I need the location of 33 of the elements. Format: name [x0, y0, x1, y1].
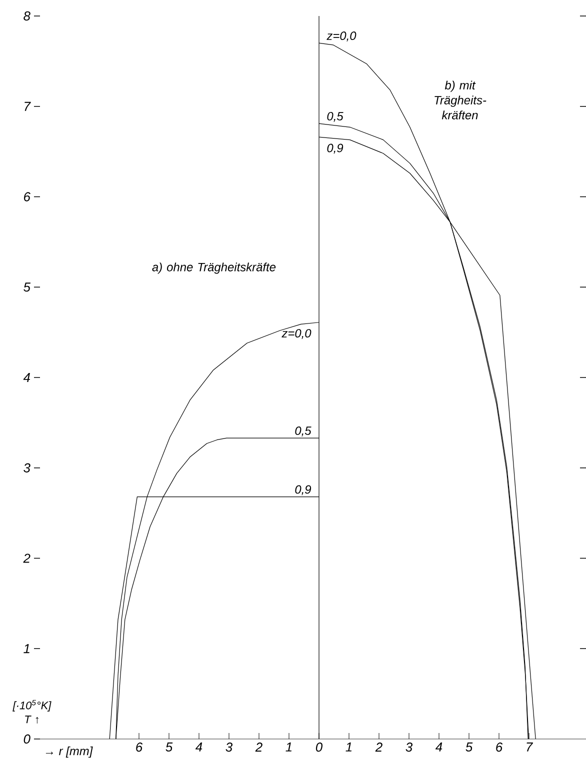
annotation: b) mit Trägheits-kräften — [434, 80, 486, 120]
y-tick-label: 6 — [24, 192, 30, 202]
y-tick-label: 2 — [23, 554, 30, 563]
series-label: 0,9 — [295, 485, 312, 496]
x-tick-label: 6 — [496, 742, 503, 752]
series-label: 0,9 — [327, 144, 344, 154]
x-tick-label: 2 — [375, 742, 382, 752]
series-label: 0,5 — [295, 426, 312, 436]
y-tick-label: 8 — [24, 11, 30, 21]
x-tick-label: 3 — [226, 742, 232, 752]
x-tick-label: 4 — [195, 742, 202, 752]
x-tick-label: 3 — [406, 742, 412, 752]
series-label: z=0,0 — [326, 32, 356, 42]
series-label: z=0,0 — [282, 329, 312, 339]
annotation: a) ohne Trägheitskräfte — [152, 262, 276, 274]
y-tick-label: 4 — [23, 373, 30, 382]
y-tick-label: 5 — [24, 282, 31, 292]
x-tick-label: 5 — [466, 742, 473, 752]
y-tick-label: 3 — [24, 463, 30, 472]
x-tick-label: 2 — [255, 742, 262, 752]
x-tick-label: 4 — [435, 742, 442, 752]
x-axis-title: → r [mm] — [46, 746, 93, 758]
x-tick-label: 5 — [166, 742, 173, 752]
x-tick-label: 0 — [316, 742, 322, 752]
x-tick-label: 6 — [136, 742, 143, 752]
x-tick-label: 7 — [526, 742, 534, 752]
y-tick-label: 0 — [24, 734, 30, 744]
x-tick-label: 1 — [286, 742, 292, 752]
x-tick-label: 1 — [346, 742, 352, 752]
series-label: 0,5 — [327, 112, 344, 122]
y-tick-label: 7 — [24, 102, 31, 111]
y-tick-label: 1 — [24, 644, 30, 654]
y-axis-title: [·10$^{5}$°K] T ↑ — [12, 700, 52, 724]
